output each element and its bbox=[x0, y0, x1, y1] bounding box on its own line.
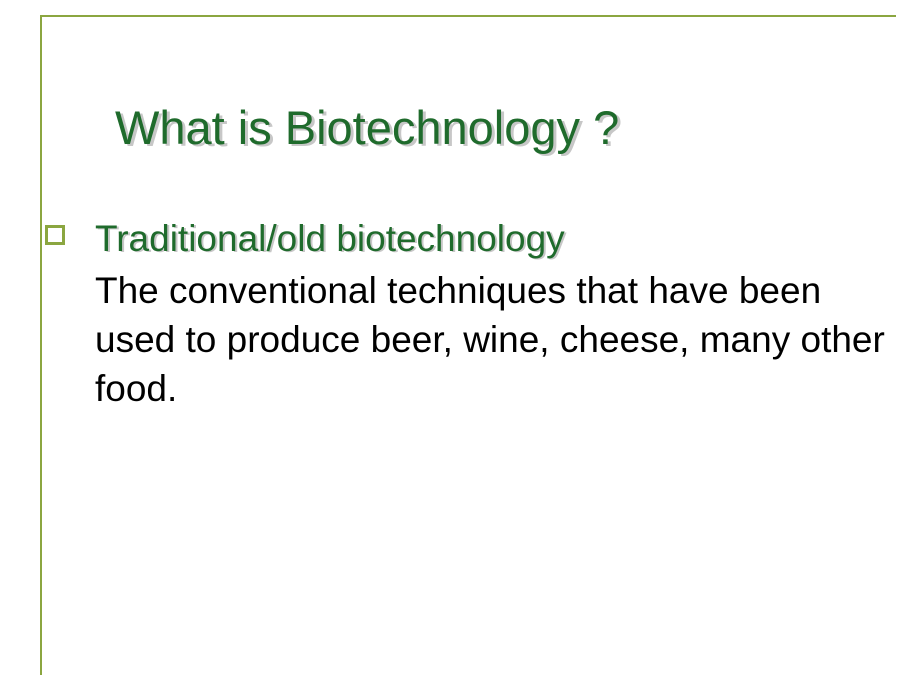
square-bullet-icon bbox=[45, 225, 65, 245]
body-paragraph: The conventional techniques that have be… bbox=[95, 266, 885, 413]
subheading-text: Traditional/old biotechnology bbox=[95, 218, 565, 259]
slide-body: Traditional/old biotechnology Traditiona… bbox=[45, 218, 885, 413]
bullet-item: Traditional/old biotechnology Traditiona… bbox=[45, 218, 885, 260]
slide: What is Biotechnology ? What is Biotechn… bbox=[0, 0, 920, 690]
subheading: Traditional/old biotechnology Traditiona… bbox=[95, 218, 565, 260]
slide-title-text: What is Biotechnology ? bbox=[115, 100, 619, 155]
slide-title: What is Biotechnology ? What is Biotechn… bbox=[115, 100, 619, 155]
